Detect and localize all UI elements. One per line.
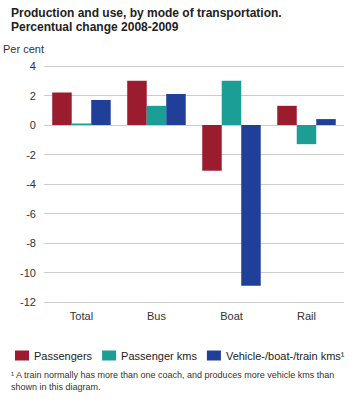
svg-text:Vehicle-/boat-/train kms¹: Vehicle-/boat-/train kms¹ <box>226 350 345 362</box>
svg-text:Boat: Boat <box>220 310 243 322</box>
svg-text:-4: -4 <box>26 178 36 190</box>
svg-text:Bus: Bus <box>147 310 166 322</box>
svg-text:4: 4 <box>30 60 36 72</box>
svg-text:-12: -12 <box>20 296 36 308</box>
svg-text:Passengers: Passengers <box>34 350 93 362</box>
svg-text:Percentual change 2008-2009: Percentual change 2008-2009 <box>11 20 179 34</box>
svg-text:-2: -2 <box>26 149 36 161</box>
svg-text:Per cent: Per cent <box>3 43 44 55</box>
svg-text:Production and use, by mode of: Production and use, by mode of transport… <box>11 6 282 20</box>
svg-text:¹ A train normally has more th: ¹ A train normally has more than one coa… <box>11 370 337 380</box>
svg-text:-8: -8 <box>26 237 36 249</box>
svg-text:-10: -10 <box>20 267 36 279</box>
svg-text:Passenger kms: Passenger kms <box>121 350 197 362</box>
svg-text:Rail: Rail <box>297 310 316 322</box>
svg-text:2: 2 <box>30 90 36 102</box>
svg-text:shown in this diagram.: shown in this diagram. <box>11 382 101 392</box>
svg-text:-6: -6 <box>26 208 36 220</box>
svg-text:0: 0 <box>30 119 36 131</box>
svg-text:Total: Total <box>70 310 93 322</box>
